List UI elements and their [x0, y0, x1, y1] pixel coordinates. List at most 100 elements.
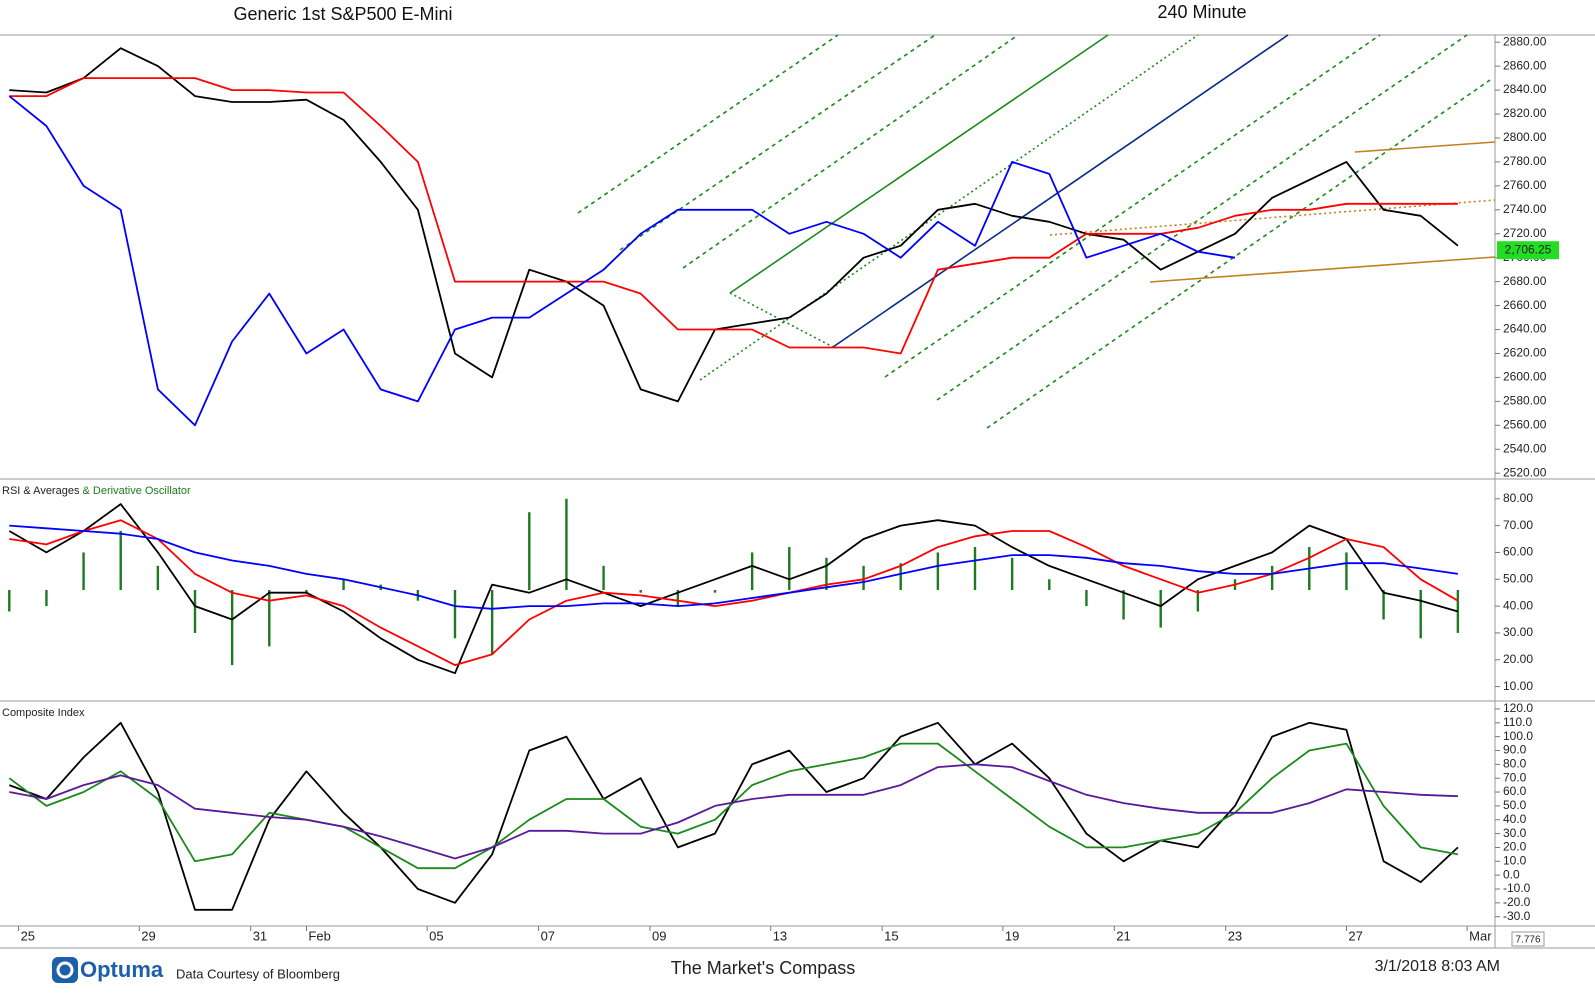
oscillator-bar [156, 565, 160, 590]
footer-center: The Market's Compass [671, 958, 856, 978]
y-tick-label: 30.0 [1503, 826, 1527, 840]
y-tick-label: 80.00 [1503, 491, 1533, 505]
series-line [8, 742, 1459, 870]
x-tick-label: Mar [1469, 928, 1492, 943]
oscillator-bar [862, 565, 865, 590]
oscillator-bar [936, 552, 940, 590]
trend-line [699, 34, 1199, 381]
y-tick-label: 70.0 [1503, 770, 1527, 784]
y-tick-label: -20.0 [1503, 895, 1531, 909]
oscillator-bar [676, 590, 680, 607]
logo-icon [52, 957, 78, 983]
panel-title-text: RSI & Averages [2, 485, 80, 497]
x-tick-label: 13 [773, 928, 787, 943]
series-line [9, 77, 1458, 355]
oscillator-bar [8, 590, 11, 612]
plots: 2520.002540.002560.002580.002600.002620.… [8, 34, 1559, 943]
scale-value: 7.776 [1515, 935, 1540, 946]
oscillator-bar [750, 552, 754, 590]
y-tick-label: 20.0 [1503, 840, 1527, 854]
y-tick-label: 30.00 [1503, 625, 1533, 639]
oscillator-bar [230, 590, 234, 666]
trend-line [986, 79, 1491, 429]
y-tick-label: 2540.00 [1503, 441, 1547, 455]
panel-title: Composite Index [2, 707, 85, 719]
y-tick-label: 2760.00 [1503, 178, 1547, 192]
x-tick-label: 25 [21, 928, 35, 943]
oscillator-bar [973, 547, 977, 590]
series-line [9, 47, 1459, 403]
series-line [8, 503, 1459, 675]
y-tick-label: 120.0 [1503, 701, 1533, 715]
y-tick-label: 110.0 [1503, 715, 1532, 729]
last-value-box [1497, 241, 1559, 260]
channel-line [1354, 141, 1496, 153]
oscillator-bar [1382, 590, 1385, 620]
y-tick-label: 2520.00 [1503, 465, 1547, 479]
oscillator-bar [119, 530, 122, 590]
x-tick-label: 09 [652, 928, 666, 943]
last-value-label: 2,706.25 [1505, 242, 1552, 256]
oscillator-bar [1345, 552, 1348, 590]
y-tick-label: 2640.00 [1503, 322, 1547, 336]
y-tick-label: 2820.00 [1503, 106, 1547, 120]
x-tick-label: 21 [1116, 928, 1130, 943]
trend-line [936, 34, 1468, 401]
y-tick-label: -10.0 [1503, 881, 1531, 895]
y-tick-label: 2560.00 [1503, 417, 1547, 431]
oscillator-bar [45, 590, 48, 607]
y-tick-label: 40.00 [1503, 598, 1533, 612]
y-tick-label: 2660.00 [1503, 298, 1547, 312]
oscillator-bar [82, 552, 85, 590]
series-line [9, 519, 1459, 666]
y-tick-label: 10.0 [1503, 853, 1527, 867]
oscillator-bar [899, 563, 902, 590]
oscillator-bar [565, 498, 568, 590]
y-tick-label: 2880.00 [1503, 34, 1547, 48]
y-tick-label: 2840.00 [1503, 82, 1547, 96]
x-tick-label: 07 [541, 928, 555, 943]
trend-line [832, 34, 1289, 348]
trend-line [619, 34, 936, 251]
y-tick-label: 90.0 [1503, 743, 1527, 757]
trend-line [729, 292, 834, 348]
channel-line [1149, 256, 1496, 283]
scale-box [1511, 931, 1545, 947]
y-tick-label: 60.00 [1503, 545, 1533, 559]
oscillator-bar [1048, 579, 1051, 590]
oscillator-bar [825, 557, 828, 590]
oscillator-bar [602, 565, 605, 590]
channel-line [1049, 199, 1496, 236]
trend-line [577, 34, 839, 214]
x-tick-label: 27 [1348, 928, 1362, 943]
x-tick-label: 29 [141, 928, 155, 943]
x-tick-label: 19 [1005, 928, 1019, 943]
y-tick-label: 70.00 [1503, 518, 1533, 532]
x-tick-label: 31 [253, 928, 267, 943]
x-tick-label: 05 [429, 928, 443, 943]
oscillator-bar [639, 590, 642, 593]
x-tick-label: Feb [308, 928, 330, 943]
y-tick-label: -30.0 [1503, 909, 1531, 923]
oscillator-bar [342, 579, 345, 590]
panel-title: RSI & Averages & Derivative Oscillator [2, 485, 191, 497]
interval-label: 240 Minute [1157, 2, 1246, 22]
y-tick-label: 80.0 [1503, 757, 1527, 771]
oscillator-bar [1159, 590, 1162, 628]
trend-line [682, 34, 1019, 269]
trend-line [729, 34, 1109, 294]
series-line [9, 524, 1459, 610]
oscillator-bar [1419, 590, 1422, 639]
series-line [8, 721, 1459, 911]
y-tick-label: 50.0 [1503, 798, 1527, 812]
trend-lines [577, 34, 1496, 429]
oscillator-bar [1270, 565, 1274, 590]
brand: Optuma [80, 957, 164, 982]
credit: Data Courtesy of Bloomberg [176, 966, 340, 981]
oscillator-bar [788, 547, 791, 590]
oscillator-bar [1196, 590, 1200, 612]
y-tick-label: 10.00 [1503, 679, 1533, 693]
oscillator-bar [1122, 590, 1125, 620]
